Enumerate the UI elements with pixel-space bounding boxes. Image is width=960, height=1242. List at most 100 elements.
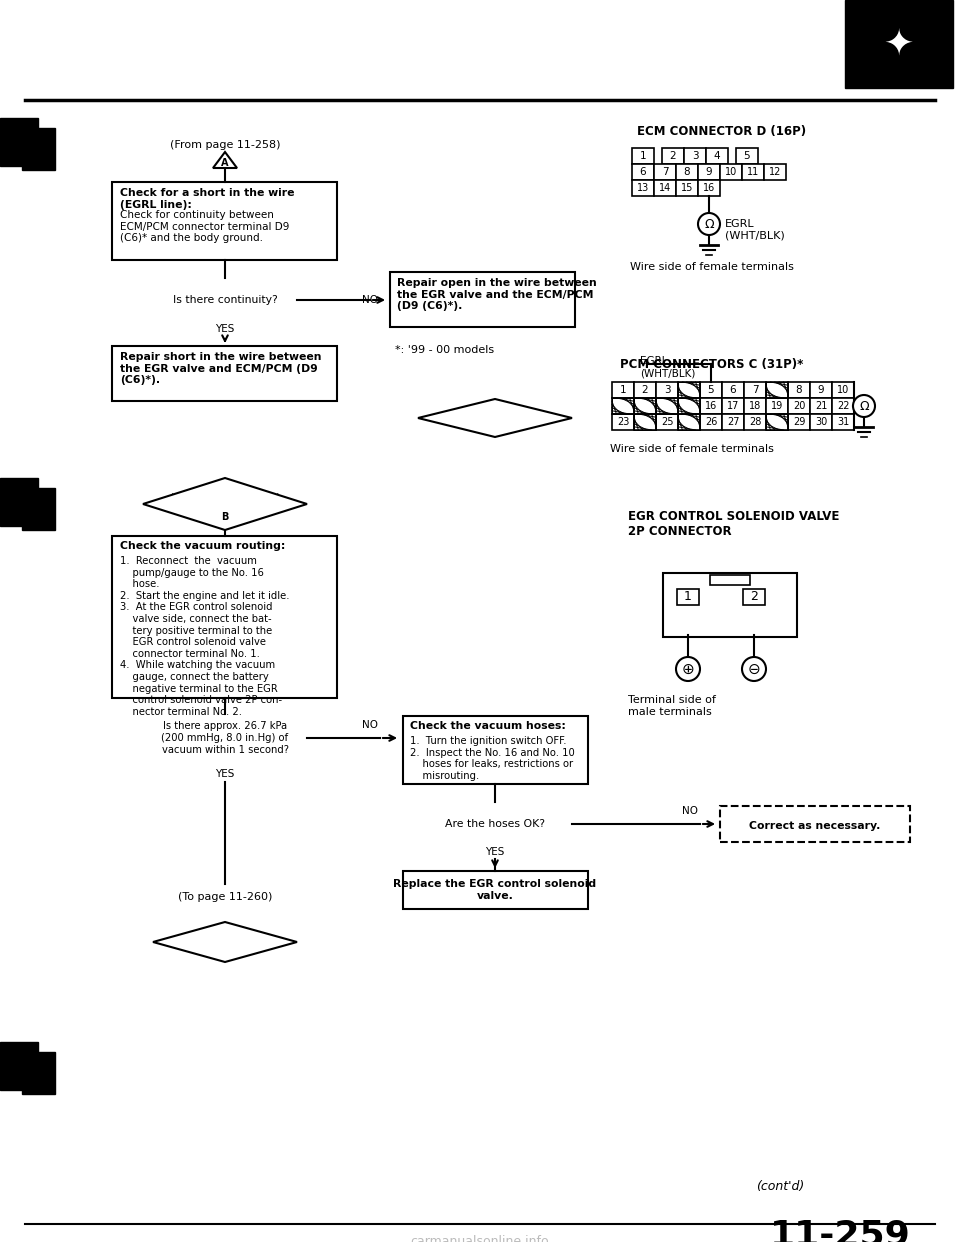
Text: Repair open in the wire between
the EGR valve and the ECM/PCM
(D9 (C6)*).: Repair open in the wire between the EGR … bbox=[397, 278, 597, 312]
FancyBboxPatch shape bbox=[634, 397, 656, 414]
Circle shape bbox=[742, 657, 766, 681]
Text: 10: 10 bbox=[725, 166, 737, 178]
Text: 7: 7 bbox=[661, 166, 668, 178]
Text: 6: 6 bbox=[730, 385, 736, 395]
Text: 3: 3 bbox=[692, 152, 698, 161]
FancyBboxPatch shape bbox=[766, 414, 788, 430]
Text: 15: 15 bbox=[681, 183, 693, 193]
Polygon shape bbox=[0, 478, 38, 527]
Text: 20: 20 bbox=[793, 401, 805, 411]
FancyBboxPatch shape bbox=[403, 871, 588, 909]
Text: 14: 14 bbox=[659, 183, 671, 193]
Text: (To page 11-260): (To page 11-260) bbox=[178, 892, 273, 902]
FancyBboxPatch shape bbox=[612, 397, 634, 414]
Text: YES: YES bbox=[215, 769, 234, 779]
FancyBboxPatch shape bbox=[736, 148, 758, 164]
Text: 27: 27 bbox=[727, 417, 739, 427]
FancyBboxPatch shape bbox=[700, 414, 722, 430]
Circle shape bbox=[698, 212, 720, 235]
Text: 2: 2 bbox=[641, 385, 648, 395]
Text: carmanualsonline.info: carmanualsonline.info bbox=[411, 1235, 549, 1242]
FancyBboxPatch shape bbox=[766, 397, 788, 414]
FancyBboxPatch shape bbox=[710, 575, 750, 585]
FancyBboxPatch shape bbox=[403, 715, 588, 784]
Text: YES: YES bbox=[486, 847, 505, 857]
FancyBboxPatch shape bbox=[678, 414, 700, 430]
FancyBboxPatch shape bbox=[832, 383, 854, 397]
FancyBboxPatch shape bbox=[722, 383, 744, 397]
Text: 1.  Turn the ignition switch OFF.
2.  Inspect the No. 16 and No. 10
    hoses fo: 1. Turn the ignition switch OFF. 2. Insp… bbox=[410, 737, 575, 781]
Text: 23: 23 bbox=[617, 417, 629, 427]
FancyBboxPatch shape bbox=[112, 537, 337, 698]
Text: Correct as necessary.: Correct as necessary. bbox=[750, 821, 880, 831]
Text: 25: 25 bbox=[660, 417, 673, 427]
FancyBboxPatch shape bbox=[663, 573, 797, 637]
Text: 1: 1 bbox=[620, 385, 626, 395]
Text: Ω: Ω bbox=[705, 217, 714, 231]
Text: Replace the EGR control solenoid
valve.: Replace the EGR control solenoid valve. bbox=[394, 879, 596, 900]
Text: YES: YES bbox=[215, 324, 234, 334]
Polygon shape bbox=[0, 118, 38, 166]
Text: ⊖: ⊖ bbox=[748, 662, 760, 677]
Text: 10: 10 bbox=[837, 385, 850, 395]
FancyBboxPatch shape bbox=[677, 589, 699, 605]
FancyBboxPatch shape bbox=[634, 383, 656, 397]
Text: (cont'd): (cont'd) bbox=[756, 1180, 804, 1194]
FancyBboxPatch shape bbox=[788, 414, 810, 430]
FancyBboxPatch shape bbox=[632, 164, 654, 180]
Text: 30: 30 bbox=[815, 417, 828, 427]
Text: 8: 8 bbox=[796, 385, 803, 395]
Text: 9: 9 bbox=[818, 385, 825, 395]
Text: 5: 5 bbox=[744, 152, 751, 161]
FancyBboxPatch shape bbox=[766, 383, 788, 397]
Circle shape bbox=[853, 395, 875, 417]
FancyBboxPatch shape bbox=[698, 180, 720, 196]
Text: 1: 1 bbox=[639, 152, 646, 161]
Text: 5: 5 bbox=[708, 385, 714, 395]
FancyBboxPatch shape bbox=[832, 414, 854, 430]
Text: ⊕: ⊕ bbox=[682, 662, 694, 677]
FancyBboxPatch shape bbox=[112, 347, 337, 401]
FancyBboxPatch shape bbox=[742, 164, 764, 180]
FancyBboxPatch shape bbox=[720, 806, 910, 842]
FancyBboxPatch shape bbox=[788, 397, 810, 414]
FancyBboxPatch shape bbox=[706, 148, 728, 164]
FancyBboxPatch shape bbox=[744, 397, 766, 414]
Polygon shape bbox=[0, 1042, 38, 1090]
FancyBboxPatch shape bbox=[390, 272, 575, 327]
Text: 1: 1 bbox=[684, 590, 692, 604]
FancyBboxPatch shape bbox=[632, 148, 654, 164]
FancyBboxPatch shape bbox=[698, 164, 720, 180]
Text: 28: 28 bbox=[749, 417, 761, 427]
Text: Wire side of female terminals: Wire side of female terminals bbox=[610, 443, 774, 455]
Polygon shape bbox=[22, 128, 55, 170]
FancyBboxPatch shape bbox=[744, 414, 766, 430]
Text: 18: 18 bbox=[749, 401, 761, 411]
FancyBboxPatch shape bbox=[634, 414, 656, 430]
FancyBboxPatch shape bbox=[676, 164, 698, 180]
FancyBboxPatch shape bbox=[810, 383, 832, 397]
Text: 13: 13 bbox=[636, 183, 649, 193]
Circle shape bbox=[676, 657, 700, 681]
Text: 29: 29 bbox=[793, 417, 805, 427]
Text: 11: 11 bbox=[747, 166, 759, 178]
Text: 26: 26 bbox=[705, 417, 717, 427]
Text: (From page 11-258): (From page 11-258) bbox=[170, 493, 280, 503]
FancyBboxPatch shape bbox=[612, 383, 634, 397]
FancyBboxPatch shape bbox=[810, 397, 832, 414]
Text: (From page 11-258): (From page 11-258) bbox=[170, 140, 280, 150]
FancyBboxPatch shape bbox=[788, 383, 810, 397]
Text: NO: NO bbox=[362, 720, 378, 730]
FancyBboxPatch shape bbox=[832, 397, 854, 414]
Text: A: A bbox=[221, 158, 228, 168]
FancyBboxPatch shape bbox=[612, 414, 634, 430]
Text: Is there approx. 26.7 kPa
(200 mmHg, 8.0 in.Hg) of
vacuum within 1 second?: Is there approx. 26.7 kPa (200 mmHg, 8.0… bbox=[161, 722, 289, 755]
Text: 1.  Reconnect  the  vacuum
    pump/gauge to the No. 16
    hose.
2.  Start the : 1. Reconnect the vacuum pump/gauge to th… bbox=[120, 556, 290, 717]
Polygon shape bbox=[418, 399, 572, 437]
Text: B: B bbox=[222, 512, 228, 522]
Text: Wire side of female terminals: Wire side of female terminals bbox=[630, 262, 794, 272]
Text: Repair short in the wire between
the EGR valve and ECM/PCM (D9
(C6)*).: Repair short in the wire between the EGR… bbox=[120, 351, 322, 385]
FancyBboxPatch shape bbox=[654, 180, 676, 196]
Text: 4: 4 bbox=[713, 152, 720, 161]
FancyBboxPatch shape bbox=[662, 148, 684, 164]
